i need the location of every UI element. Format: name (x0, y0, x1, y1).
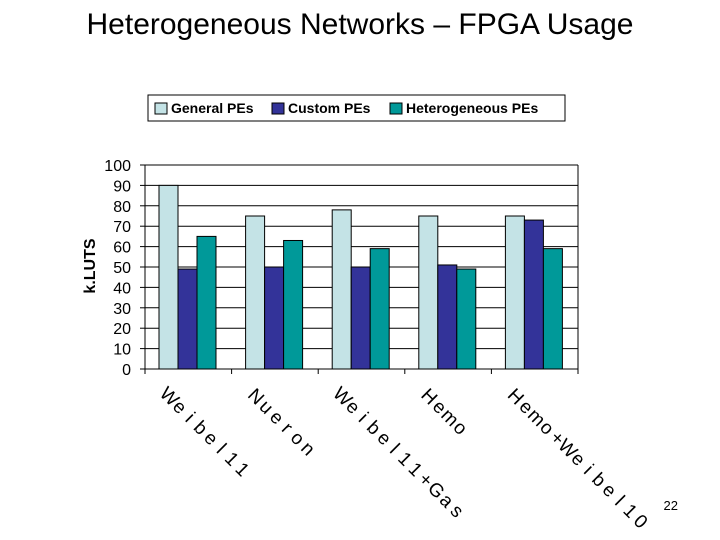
bar-heterogeneous-pes-4 (542, 248, 563, 370)
y-tick-label: 90 (113, 178, 131, 195)
y-tick-label: 0 (122, 362, 131, 379)
y-tick-label: 100 (104, 158, 131, 175)
legend-swatch (271, 102, 285, 115)
legend-label: Custom PEs (288, 100, 371, 116)
bar-custom-pes-0 (177, 268, 198, 370)
bar-custom-pes-3 (437, 264, 458, 370)
y-tick-label: 10 (113, 342, 131, 359)
y-tick-label: 20 (113, 321, 131, 338)
y-axis-label: k.LUTS (82, 238, 99, 293)
y-tick-label: 60 (113, 240, 131, 257)
chart-bars (158, 184, 563, 370)
y-tick-label: 50 (113, 260, 131, 277)
x-category-labels: Weibel11NueronWeibel11+GasHemoHemo+Weibe… (155, 383, 651, 533)
bar-heterogeneous-pes-0 (196, 235, 217, 370)
y-tick-labels: 0 10 20 30 40 50 60 70 80 90 100 (104, 158, 131, 379)
bar-general-pes-0 (158, 184, 179, 370)
bar-heterogeneous-pes-3 (456, 268, 477, 370)
legend-box (147, 94, 566, 122)
bar-heterogeneous-pes-1 (283, 239, 304, 370)
bar-custom-pes-2 (350, 266, 371, 370)
chart-axes (140, 164, 579, 374)
bar-general-pes-3 (418, 215, 439, 370)
bar-general-pes-2 (331, 209, 352, 370)
y-tick-label: 70 (113, 219, 131, 236)
legend-label: Heterogeneous PEs (406, 100, 538, 116)
y-tick-label: 40 (113, 280, 131, 297)
legend-swatch (389, 102, 403, 115)
bar-custom-pes-1 (264, 266, 285, 370)
bar-general-pes-4 (504, 215, 525, 370)
chart-legend: General PEs Custom PEs Heterogeneous PEs (147, 94, 566, 122)
slide-title: Heterogeneous Networks – FPGA Usage (86, 8, 634, 41)
bar-general-pes-1 (245, 215, 266, 370)
y-tick-label: 30 (113, 301, 131, 318)
y-tick-label: 80 (113, 199, 131, 216)
bar-custom-pes-4 (523, 219, 544, 370)
bar-heterogeneous-pes-2 (369, 248, 390, 370)
legend-label: General PEs (171, 100, 254, 116)
legend-swatch (154, 102, 168, 115)
slide-number: 22 (663, 498, 678, 513)
